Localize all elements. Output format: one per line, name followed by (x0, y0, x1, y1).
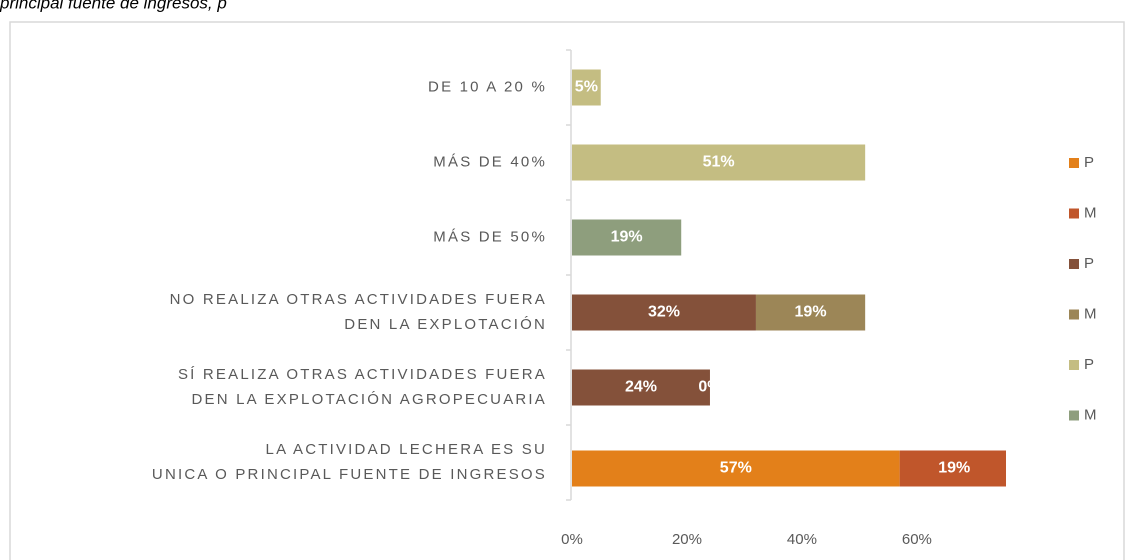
plot-area (572, 69, 1006, 487)
value-label: 57% (720, 460, 752, 477)
legend-label: M (1084, 204, 1097, 221)
bar (572, 69, 601, 106)
bar (572, 219, 682, 256)
category-label: LA ACTIVIDAD LECHERA ES SU (266, 441, 547, 458)
caption: principal fuente de ingresos, p (0, 0, 227, 12)
legend-swatch (1069, 158, 1079, 168)
chart-border (9, 21, 1125, 560)
legend-label: P (1084, 255, 1094, 272)
legend-label: P (1084, 154, 1094, 171)
legend-label: M (1084, 305, 1097, 322)
legend-label: M (1084, 406, 1097, 423)
legend-label: P (1084, 356, 1094, 373)
value-label: 24% (625, 379, 657, 396)
value-labels: 5% 51% 19% 32% 19% 24% 0% 57% 19% (575, 79, 970, 477)
category-label: SÍ REALIZA OTRAS ACTIVIDADES FUERA (178, 366, 547, 383)
category-label: DE 10 A 20 % (428, 78, 547, 95)
value-label: 0% (698, 379, 721, 396)
value-label: 19% (795, 304, 827, 321)
x-tick-label: 20% (672, 531, 702, 548)
x-tick-label: 40% (787, 531, 817, 548)
value-label: 19% (611, 229, 643, 246)
legend-swatch (1069, 259, 1079, 269)
value-label: 5% (575, 79, 598, 96)
category-label: DEN LA EXPLOTACIÓN AGROPECUARIA (192, 391, 548, 408)
category-label: DEN LA EXPLOTACIÓN (344, 316, 547, 333)
bar (572, 144, 866, 181)
value-label: 51% (703, 154, 735, 171)
category-label: UNICA O PRINCIPAL FUENTE DE INGRESOS (152, 466, 547, 483)
bar (572, 294, 756, 331)
legend-swatch (1069, 208, 1079, 219)
x-tick-label: 0% (561, 531, 583, 548)
value-label: 19% (938, 460, 970, 477)
legend-swatch (1069, 410, 1079, 421)
value-label: 32% (648, 304, 680, 321)
legend-swatch (1069, 309, 1079, 320)
x-tick-label: 60% (902, 531, 932, 548)
bar (755, 294, 866, 331)
bar (572, 369, 710, 406)
category-label: NO REALIZA OTRAS ACTIVIDADES FUERA (170, 291, 547, 308)
category-label: MÁS DE 50% (433, 228, 547, 245)
bar (899, 450, 1006, 487)
category-label: MÁS DE 40% (433, 153, 547, 170)
legend-swatch (1069, 360, 1079, 370)
bar (572, 450, 900, 487)
